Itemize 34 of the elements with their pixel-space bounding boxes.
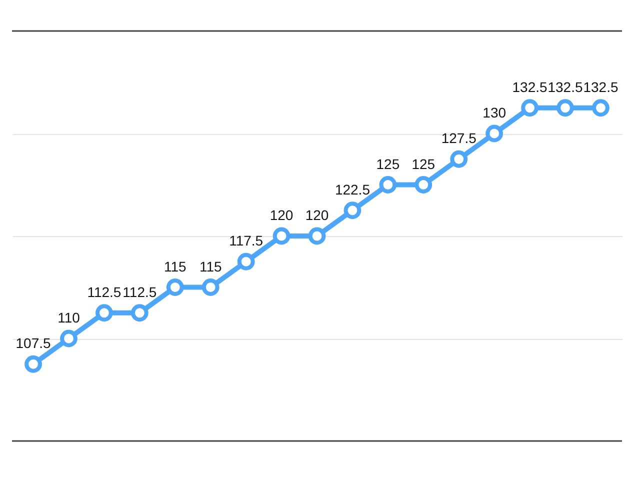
point <box>272 227 290 245</box>
point <box>130 304 148 322</box>
data-label: 130 <box>482 104 506 120</box>
data-label: 110 <box>58 310 80 326</box>
data-label: 127.5 <box>441 130 477 146</box>
point <box>166 278 184 296</box>
data-label: 125 <box>412 156 436 172</box>
data-label: 120 <box>270 207 294 223</box>
data-label: 117.5 <box>229 232 264 249</box>
point <box>592 99 610 117</box>
point <box>60 330 78 348</box>
point <box>556 99 574 117</box>
point <box>521 99 538 117</box>
data-label: 112.5 <box>87 284 122 300</box>
point <box>414 176 432 194</box>
data-label: 112.5 <box>122 284 157 300</box>
point <box>308 227 326 245</box>
point <box>24 355 42 373</box>
data-label: 125 <box>376 156 400 172</box>
point <box>237 252 255 270</box>
data-label: 115 <box>164 258 187 274</box>
data-label: 122.5 <box>334 181 370 198</box>
data-label: 115 <box>199 258 222 274</box>
point <box>96 304 113 322</box>
point <box>486 124 504 142</box>
data-label: 132.5 <box>512 78 548 95</box>
point <box>202 278 220 296</box>
data-label: 132.5 <box>548 78 583 95</box>
data-label: 107.5 <box>16 335 52 352</box>
data-label: 132.5 <box>583 78 618 95</box>
point <box>379 176 397 194</box>
point <box>344 202 362 220</box>
point <box>450 150 468 168</box>
data-label: 120 <box>305 207 329 223</box>
